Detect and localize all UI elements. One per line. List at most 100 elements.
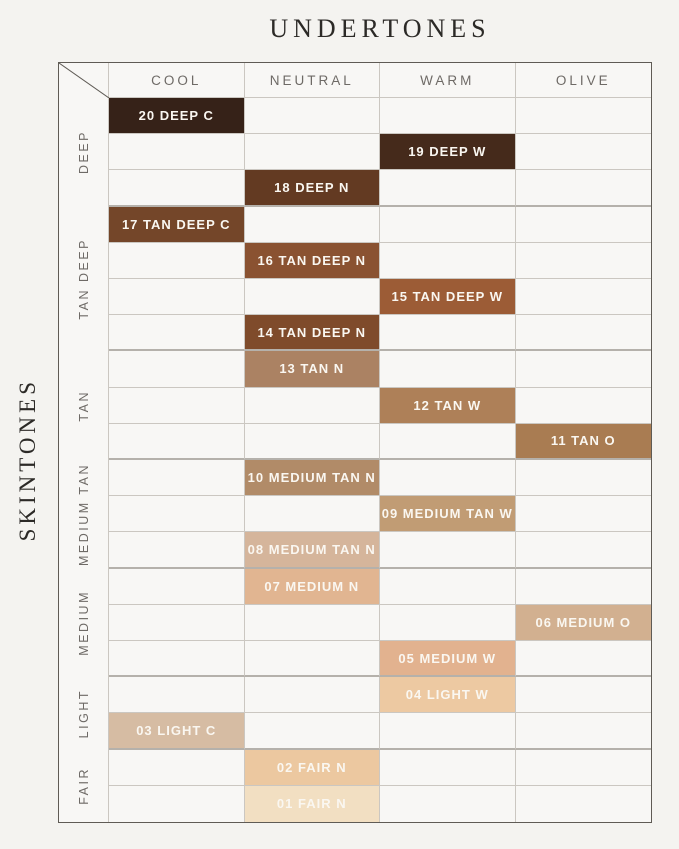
grid-cell-empty [515,496,651,533]
grid-cell-empty [244,206,380,243]
grid-cell-empty [109,532,245,569]
grid-cell-empty [515,243,651,279]
grid-cell-empty [109,677,245,714]
shade-cell-12-tan-w: 12 TAN W [380,387,516,424]
shade-cell-04-light-w: 04 LIGHT W [380,677,516,714]
grid-cell-empty [515,713,651,750]
shade-cell-18-deep-n: 18 DEEP N [244,170,380,207]
shade-cell-09-medium-tan-w: 09 MEDIUM TAN W [380,496,516,533]
grid-cell-empty [244,604,380,641]
grid-cell-empty [109,387,245,424]
grid-cell-empty [380,568,516,605]
grid-cell-empty [244,713,380,750]
grid-cell-empty [380,532,516,569]
grid-cell-empty [380,460,516,497]
grid-cell-empty [244,423,380,460]
row-group-label-tan: TAN [76,389,91,422]
grid-cell-empty [515,532,651,569]
grid-cell-empty [515,315,651,352]
grid-cell-empty [109,568,245,605]
grid-cell-empty [380,98,516,135]
skintones-axis-title-wrap: SKINTONES [8,97,48,823]
shade-cell-19-deep-w: 19 DEEP W [380,134,516,171]
grid-cell-empty [515,207,651,243]
grid-cell-empty [109,749,245,786]
grid-cell-empty [380,315,516,352]
grid-cell-empty [109,242,245,279]
shade-cell-11-tan-o: 11 TAN O [515,423,651,460]
shade-cell-20-deep-c: 20 DEEP C [109,98,245,135]
grid-cell-empty [380,749,516,786]
shade-cell-06-medium-o: 06 MEDIUM O [515,604,651,641]
grid-cell-empty [109,460,245,497]
shade-cell-08-medium-tan-n: 08 MEDIUM TAN N [244,532,380,569]
grid-cell-empty [109,785,245,822]
grid-cell-empty [515,460,651,497]
row-group-cell-deep: DEEP [59,98,109,207]
shade-cell-02-fair-n: 02 FAIR N [244,749,380,786]
shade-cell-17-tan-deep-c: 17 TAN DEEP C [109,206,245,243]
row-group-label-tan-deep: TAN DEEP [76,238,91,320]
grid-cell-empty [244,496,380,533]
row-group-label-fair: FAIR [76,766,91,805]
shade-cell-13-tan-n: 13 TAN N [244,351,380,388]
column-header-olive: OLIVE [515,63,651,98]
grid-cell-empty [516,786,652,822]
diagonal-divider-line [59,63,109,98]
shade-cell-05-medium-w: 05 MEDIUM W [380,641,516,678]
undertones-axis-title: UNDERTONES [269,14,491,43]
row-group-cell-medium-tan: MEDIUM TAN [59,460,109,569]
grid-cell-empty [515,569,651,605]
grid-cell-empty [515,170,651,207]
grid-cell-empty [515,677,651,714]
grid-cell-empty [244,279,380,316]
grid-cell-empty [515,279,651,316]
column-header-warm: WARM [380,63,516,98]
column-header-neutral: NEUTRAL [244,63,380,98]
row-group-cell-fair: FAIR [59,749,109,822]
grid-cell-empty [515,98,651,135]
grid-cell-empty [109,315,245,352]
grid-cell-empty [380,351,516,388]
corner-cell [59,63,109,98]
grid-cell-empty [515,351,651,388]
grid-cell-empty [380,785,516,822]
shade-cell-01-fair-n: 01 FAIR N [244,785,380,822]
row-group-label-light: LIGHT [76,688,91,739]
grid-cell-empty [109,496,245,533]
grid-cell-empty [515,388,651,424]
grid-cell-empty [244,387,380,424]
row-group-label-deep: DEEP [76,130,91,175]
row-group-cell-tan: TAN [59,351,109,460]
grid-cell-empty [380,170,516,207]
grid-cell-empty [244,134,380,171]
shade-cell-10-medium-tan-n: 10 MEDIUM TAN N [244,460,380,497]
grid-cell-empty [515,750,651,786]
grid-cell-empty [380,423,516,460]
grid-cell-empty [244,641,380,678]
shade-table: COOL NEUTRAL WARM OLIVE DEEP TAN DEEP TAN MEDIU… [58,62,652,823]
shade-cell-14-tan-deep-n: 14 TAN DEEP N [244,315,380,352]
grid-cell-empty [109,641,245,678]
skintones-axis-title: SKINTONES [15,378,40,542]
grid-cell-empty [380,206,516,243]
row-group-cell-medium: MEDIUM [59,568,109,678]
grid-cell-empty [109,423,245,460]
grid-cell-empty [109,604,245,641]
grid-cell-empty [380,604,516,641]
grid-cell-empty [109,170,245,207]
row-group-cell-light: LIGHT [59,677,109,750]
shade-cell-07-medium-n: 07 MEDIUM N [244,568,380,605]
grid-cell-empty [109,134,245,171]
shade-cell-15-tan-deep-w: 15 TAN DEEP W [380,279,516,316]
grid-cell-empty [109,351,245,388]
grid-cell-empty [109,279,245,316]
shade-cell-16-tan-deep-n: 16 TAN DEEP N [244,242,380,279]
grid-cell-empty [515,134,651,171]
row-group-cell-tan-deep: TAN DEEP [59,206,109,352]
grid-cell-empty [380,713,516,750]
row-group-label-medium-tan: MEDIUM TAN [76,462,91,566]
grid-cell-empty [515,641,651,678]
row-group-label-medium: MEDIUM [76,590,91,656]
